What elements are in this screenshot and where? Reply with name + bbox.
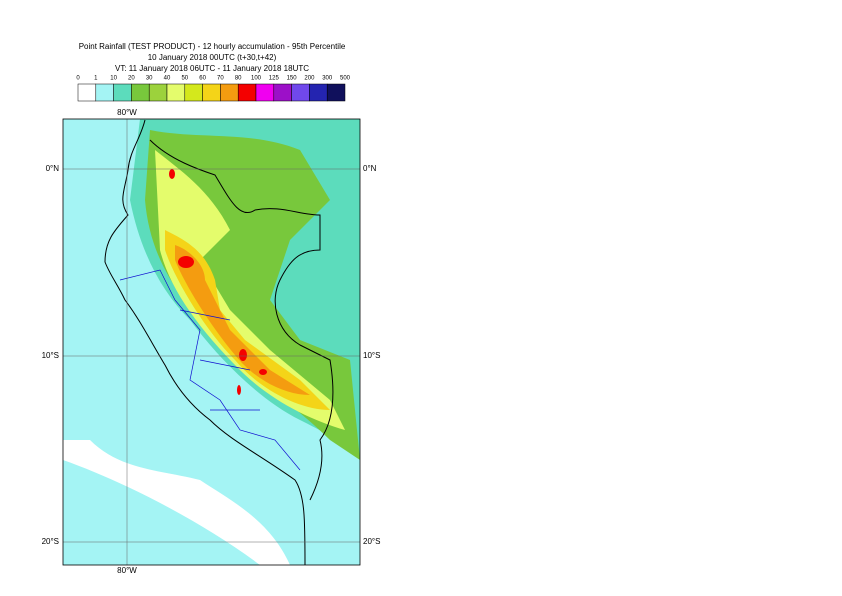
colorbar-label: 500 xyxy=(340,76,351,82)
lat-label: 0°N xyxy=(46,164,60,173)
lon-label: 80°W xyxy=(117,108,137,117)
colorbar-label: 50 xyxy=(181,76,188,82)
title: Point Rainfall (TEST PRODUCT) - 12 hourl… xyxy=(79,42,346,51)
colorbar-label: 10 xyxy=(110,76,117,82)
colorbar-box xyxy=(220,83,239,102)
colorbar: 0 1 10 20 30 40 50 60 70 80 100 125 150 200 300 500 xyxy=(76,76,351,102)
colorbar-box xyxy=(77,83,97,102)
colorbar-label: 150 xyxy=(287,76,298,82)
lat-label: 20°S xyxy=(363,537,380,546)
rain-cyan-ocean xyxy=(63,119,100,260)
colorbar-box xyxy=(309,83,328,102)
borders xyxy=(149,139,334,501)
rain-yellowgreen xyxy=(155,150,345,430)
colorbar-label: 70 xyxy=(217,76,224,82)
lat-label: 10°S xyxy=(363,351,380,360)
colorbar-label: 0 xyxy=(76,76,80,82)
colorbar-box xyxy=(255,83,275,102)
colorbar-label: 30 xyxy=(146,76,153,82)
colorbar-box xyxy=(291,83,310,102)
colorbar-label: 125 xyxy=(269,76,280,82)
colorbar-box xyxy=(95,83,114,102)
province-lines xyxy=(119,269,301,471)
rain-red xyxy=(237,385,241,395)
rain-yellow xyxy=(165,230,330,410)
colorbar-box xyxy=(273,83,292,102)
lat-label: 20°S xyxy=(42,537,59,546)
colorbar-label: 80 xyxy=(235,76,242,82)
colorbar-box xyxy=(131,83,150,102)
lon-label: 80°W xyxy=(117,566,137,575)
colorbar-label: 300 xyxy=(322,76,333,82)
colorbar-box xyxy=(326,83,346,102)
colorbar-box xyxy=(202,83,221,102)
colorbar-box xyxy=(148,83,168,102)
map-frame xyxy=(62,118,361,566)
lat-label: 10°S xyxy=(42,351,59,360)
rain-red xyxy=(239,349,247,361)
map xyxy=(63,119,360,565)
colorbar-label: 60 xyxy=(199,76,206,82)
rain-red xyxy=(178,256,194,268)
rain-red xyxy=(169,169,175,179)
colorbar-box xyxy=(184,83,203,102)
lat-label: 0°N xyxy=(363,164,377,173)
colorbar-box xyxy=(113,83,132,102)
colorbar-label: 40 xyxy=(164,76,171,82)
subtitle: 10 January 2018 00UTC (t+30,t+42) xyxy=(148,53,277,62)
colorbar-label: 20 xyxy=(128,76,135,82)
graticule xyxy=(63,119,360,565)
colorbar-box xyxy=(166,83,186,102)
colorbar-label: 100 xyxy=(251,76,262,82)
coastline xyxy=(104,119,306,565)
colorbar-label: 1 xyxy=(94,76,98,82)
colorbar-label: 200 xyxy=(304,76,315,82)
valid-time: VT: 11 January 2018 06UTC - 11 January 2… xyxy=(115,64,309,73)
rain-red xyxy=(259,369,267,375)
colorbar-box xyxy=(237,83,257,102)
